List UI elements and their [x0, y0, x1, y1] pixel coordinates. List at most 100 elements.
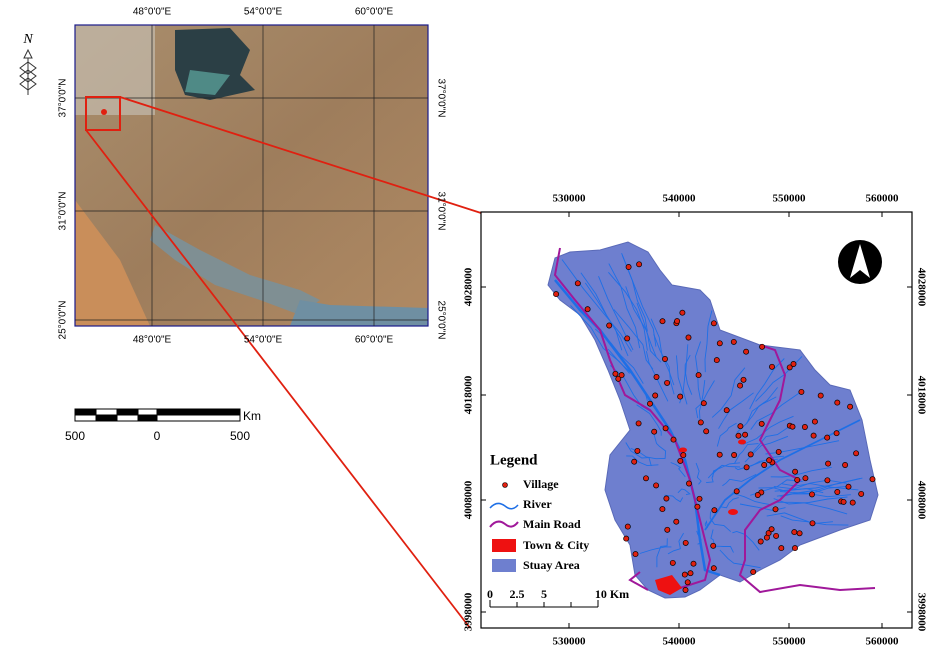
village [835, 489, 840, 494]
village [670, 560, 675, 565]
lat-label: 31°0'0"N [58, 192, 69, 231]
village [755, 492, 760, 497]
village [626, 264, 631, 269]
lon-label: 54°0'0"E [244, 7, 283, 18]
village [870, 477, 875, 482]
north-label: N [22, 32, 33, 47]
lat-label: 25°0'0"N [435, 301, 446, 340]
village [711, 566, 716, 571]
village [760, 344, 765, 349]
village [682, 572, 687, 577]
village [793, 469, 798, 474]
village [802, 424, 807, 429]
village [773, 507, 778, 512]
legend-item: River [523, 497, 552, 511]
village [738, 383, 743, 388]
village [697, 496, 702, 501]
village [664, 496, 669, 501]
village [717, 341, 722, 346]
lon-label: 60°0'0"E [355, 335, 394, 346]
village [654, 483, 659, 488]
village [751, 569, 756, 574]
village [734, 489, 739, 494]
village [712, 508, 717, 513]
village [850, 500, 855, 505]
northing-label: 4018000 [463, 375, 475, 414]
village [810, 521, 815, 526]
village [647, 401, 652, 406]
village [674, 519, 679, 524]
easting-label: 530000 [553, 193, 587, 205]
village [769, 527, 774, 532]
village [792, 546, 797, 551]
legend-item: Main Road [523, 517, 581, 531]
village [795, 477, 800, 482]
village [717, 452, 722, 457]
northing-label: 4018000 [915, 376, 927, 415]
easting-label: 550000 [773, 193, 807, 205]
village [841, 499, 846, 504]
village [691, 561, 696, 566]
village [683, 587, 688, 592]
northing-label: 4008000 [915, 481, 927, 520]
north-arrow [838, 240, 882, 284]
village [748, 452, 753, 457]
lat-label: 25°0'0"N [58, 301, 69, 340]
village [696, 373, 701, 378]
lon-label: 48°0'0"E [133, 335, 172, 346]
village [744, 349, 749, 354]
legend-item: Village [523, 477, 559, 491]
village [758, 539, 763, 544]
village [854, 451, 859, 456]
village [653, 393, 658, 398]
lon-label: 60°0'0"E [355, 7, 394, 18]
village [685, 580, 690, 585]
village [619, 373, 624, 378]
village [671, 437, 676, 442]
northing-label: 4028000 [463, 267, 475, 306]
village [731, 339, 736, 344]
scale-label: 2.5 [510, 587, 525, 601]
village [643, 476, 648, 481]
village [859, 491, 864, 496]
village [812, 419, 817, 424]
village [585, 307, 590, 312]
village [704, 429, 709, 434]
village [744, 465, 749, 470]
village [636, 421, 641, 426]
village [834, 431, 839, 436]
northing-label: 4028000 [915, 268, 927, 307]
scale-label: 5 [541, 587, 547, 601]
village [675, 319, 680, 324]
village [554, 292, 559, 297]
village [826, 461, 831, 466]
village [803, 476, 808, 481]
village [711, 321, 716, 326]
village [732, 452, 737, 457]
legend-title: Legend [490, 452, 538, 468]
village [797, 531, 802, 536]
northing-label: 3998000 [463, 592, 475, 631]
village [791, 361, 796, 366]
village [809, 492, 814, 497]
village [695, 504, 700, 509]
village [625, 524, 630, 529]
north-arrow [20, 50, 36, 95]
village [769, 364, 774, 369]
village [688, 571, 693, 576]
northing-label: 4008000 [463, 480, 475, 519]
village [818, 393, 823, 398]
village [738, 424, 743, 429]
scale-label: 0 [154, 429, 161, 443]
lon-label: 54°0'0"E [244, 335, 283, 346]
scale-bar [75, 409, 240, 421]
village [811, 433, 816, 438]
village [635, 448, 640, 453]
village [686, 481, 691, 486]
village [663, 426, 668, 431]
page: {"overview_map":{"lon_labels":["48°0'0\"… [0, 0, 928, 647]
scale-label: 0 [487, 587, 493, 601]
village [714, 358, 719, 363]
village [743, 432, 748, 437]
village [686, 335, 691, 340]
